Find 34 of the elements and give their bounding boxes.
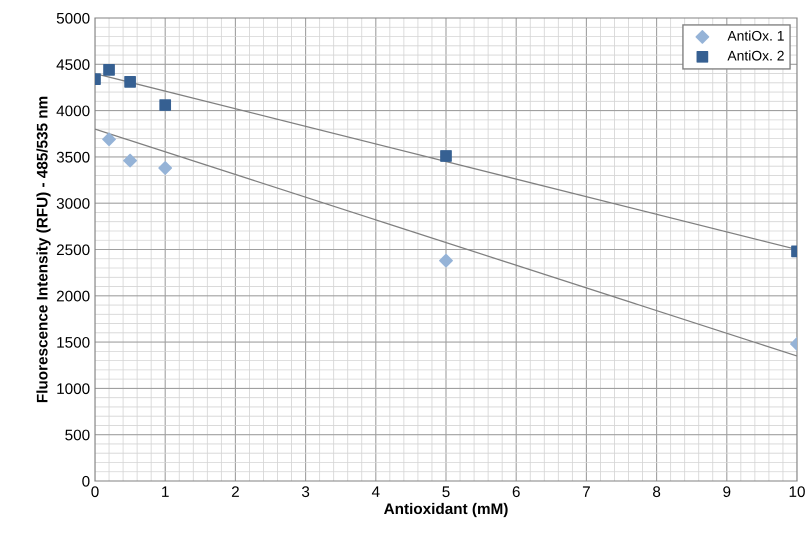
y-tick-label: 3500 bbox=[56, 152, 90, 163]
y-tick-label: 3000 bbox=[56, 198, 90, 209]
y-tick-label: 2000 bbox=[56, 290, 90, 302]
point bbox=[124, 76, 136, 88]
x-tick-label: 6 bbox=[512, 486, 520, 498]
y-tick-label: 4000 bbox=[56, 105, 90, 116]
y-tick-label: 1000 bbox=[57, 383, 90, 394]
x-tick-label: 0 bbox=[91, 486, 99, 498]
y-tick-label: 2500 bbox=[56, 244, 90, 256]
y-tick-label: 5000 bbox=[56, 12, 90, 24]
x-tick-label: 9 bbox=[723, 486, 730, 498]
y-tick-label: 1500 bbox=[57, 336, 90, 348]
x-tick-label: 2 bbox=[232, 486, 239, 497]
y-tick-label: 4500 bbox=[56, 59, 90, 70]
y-tick-label: 0 bbox=[82, 476, 90, 487]
point bbox=[158, 161, 172, 175]
x-tick-label: 4 bbox=[372, 486, 380, 497]
x-tick-label: 3 bbox=[302, 486, 310, 498]
x-tick-label: 1 bbox=[162, 486, 169, 497]
y-tick-label: 500 bbox=[65, 430, 90, 440]
legend-label: AntiOx. 2 bbox=[727, 50, 784, 61]
point bbox=[159, 99, 172, 111]
x-tick-label: 5 bbox=[442, 486, 450, 498]
point bbox=[440, 150, 452, 162]
point bbox=[123, 154, 138, 168]
y-axis-title: Fluorescence Intensity (RFU) - 485/535 nm bbox=[36, 96, 51, 402]
point bbox=[103, 64, 115, 76]
x-tick-label: 10 bbox=[790, 486, 805, 498]
x-tick-label: 7 bbox=[582, 486, 590, 497]
legend-label: AntiOx. 1 bbox=[727, 30, 784, 41]
x-tick-label: 8 bbox=[653, 486, 660, 498]
point bbox=[102, 132, 116, 146]
point bbox=[439, 254, 453, 268]
x-axis-title: Antioxidant (mM) bbox=[384, 502, 508, 518]
